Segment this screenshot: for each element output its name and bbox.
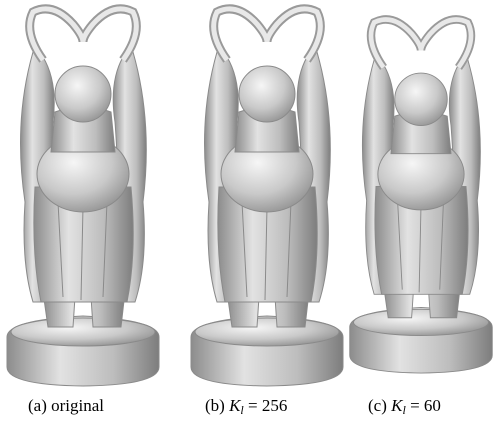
renderings (0, 0, 497, 390)
original-model (7, 9, 159, 386)
caption-subscript: l (402, 403, 405, 417)
caption-equation: = 256 (248, 396, 287, 415)
caption-subscript: l (240, 403, 243, 417)
caption-b: (b) Kl = 256 (205, 396, 287, 418)
caption-label: (b) (205, 396, 225, 415)
caption-symbol: K (391, 396, 402, 415)
caption-a: (a) original (28, 396, 104, 416)
model-60 (350, 19, 493, 373)
caption-text: original (51, 396, 104, 415)
caption-c: (c) Kl = 60 (368, 396, 441, 418)
caption-label: (c) (368, 396, 387, 415)
model-256 (191, 9, 343, 386)
caption-label: (a) (28, 396, 47, 415)
caption-symbol: K (229, 396, 240, 415)
caption-equation: = 60 (410, 396, 441, 415)
figure: (a) original (b) Kl = 256 (c) Kl = 60 (0, 0, 497, 421)
